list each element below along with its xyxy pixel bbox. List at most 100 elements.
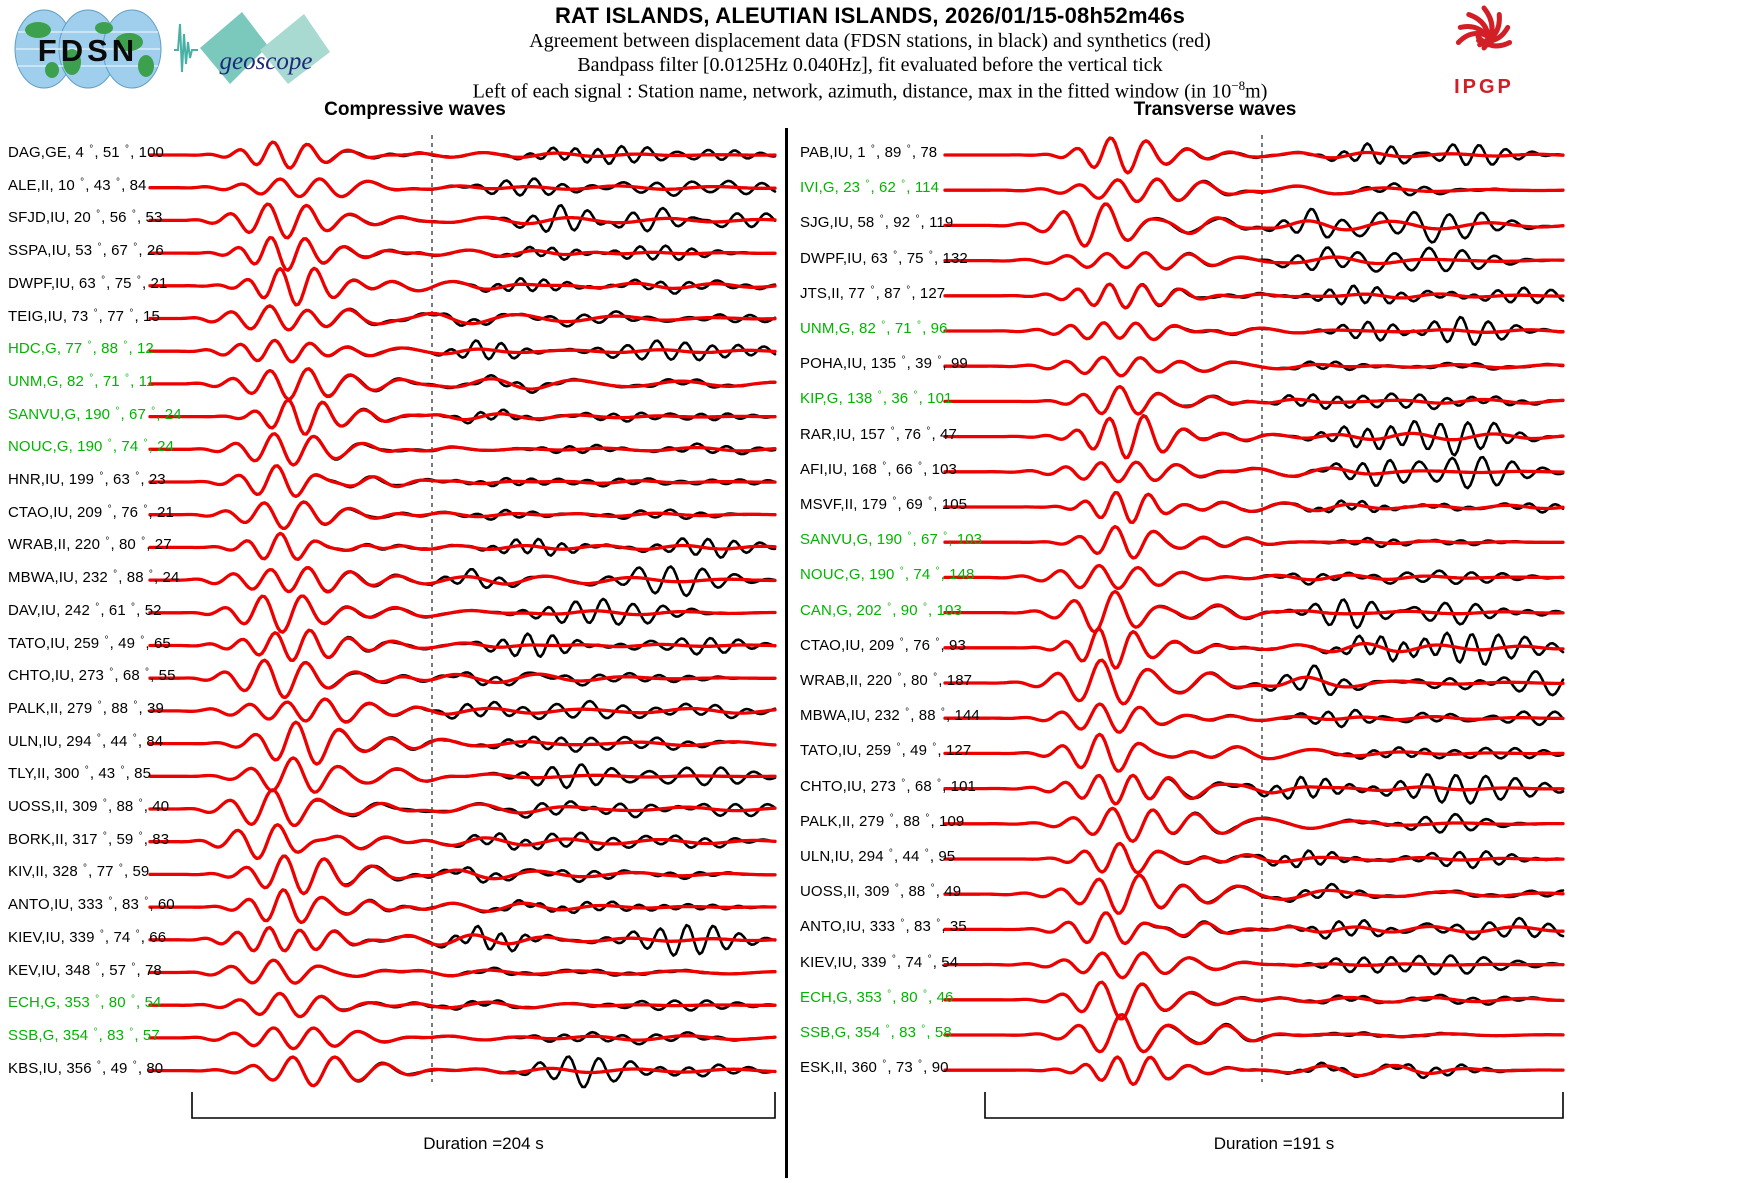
station-label-anto: ANTO,IU, 333 °, 83 °, 60 [8, 896, 175, 914]
degree-symbol: ° [95, 961, 100, 973]
synthetic-trace [148, 1055, 777, 1088]
station-label-nouc: NOUC,G, 190 °, 74 °, 148 [800, 566, 975, 584]
synthetic-trace [148, 304, 777, 332]
degree-symbol: ° [890, 425, 895, 437]
degree-symbol: ° [935, 636, 940, 648]
station-label-chto: CHTO,IU, 273 °, 68 °, 55 [8, 667, 176, 685]
station-label-palk: PALK,II, 279 °, 88 °, 109 [800, 812, 965, 830]
ipgp-logo: IPGP [1454, 5, 1513, 98]
degree-symbol: ° [937, 777, 942, 789]
station-label-unm: UNM,G, 82 °, 71 °, 96 [800, 320, 948, 337]
degree-symbol: ° [131, 961, 136, 973]
station-label-msvf: MSVF,II, 179 °, 69 °, 105 [800, 496, 968, 513]
header: RAT ISLANDS, ALEUTIAN ISLANDS, 2026/01/1… [0, 3, 1740, 104]
geoscope-logo-text: geoscope [219, 48, 312, 75]
station-label-hdc: HDC,G, 77 °, 88 °, 12 [8, 340, 154, 358]
subtitle-legend-prefix: Left of each signal : Station name, netw… [472, 80, 1232, 103]
station-label-poha: POHA,IU, 135 °, 39 °, 99 [800, 355, 968, 373]
seismogram-squiggle-icon [174, 23, 198, 73]
synthetic-trace [148, 236, 777, 272]
degree-symbol: ° [123, 340, 128, 352]
station-label-uln: ULN,IU, 294 °, 44 °, 95 [800, 848, 956, 865]
synthetic-trace [148, 720, 777, 766]
degree-symbol: ° [138, 798, 143, 809]
station-label-afi: AFI,IU, 168 °, 66 °, 103 [800, 460, 958, 478]
station-label-dwpf: DWPF,IU, 63 °, 75 °, 21 [8, 274, 168, 292]
synthetic-trace [148, 888, 777, 925]
degree-symbol: ° [918, 1059, 923, 1071]
waveform-canvas [148, 135, 777, 1119]
synthetic-trace [148, 958, 777, 985]
duration-label-compressive: Duration =204 s [423, 1134, 544, 1153]
degree-symbol: ° [96, 732, 102, 744]
degree-symbol: ° [129, 1026, 134, 1038]
station-label-wrab: WRAB,II, 220 °, 80 °, 187 [800, 672, 973, 689]
degree-symbol: ° [89, 372, 94, 384]
degree-symbol: ° [132, 732, 137, 744]
station-label-ctao: CTAO,IU, 209 °, 76 °, 21 [8, 503, 174, 521]
degree-symbol: ° [102, 830, 107, 842]
station-label-jts: JTS,II, 77 °, 87 °, 127 [800, 284, 946, 302]
synthetic-trace [148, 367, 777, 401]
degree-symbol: ° [932, 742, 937, 754]
degree-symbol: ° [924, 848, 929, 859]
synthetic-trace [943, 177, 1565, 204]
panel-divider-line [785, 128, 788, 1178]
station-label-hnr: HNR,IU, 199 °, 63 °, 23 [8, 471, 166, 488]
station-label-ivi: IVI,G, 23 °, 62 °, 114 [800, 179, 940, 197]
degree-symbol: ° [927, 953, 932, 965]
transverse-panel: Transverse waves Duration =191 s PAB,IU,… [793, 0, 1740, 1183]
degree-symbol: ° [925, 812, 930, 824]
station-label-tly: TLY,II, 300 °, 43 °, 85 [8, 765, 152, 783]
degree-symbol: ° [104, 634, 109, 646]
station-label-teig: TEIG,IU, 73 °, 77 °, 15 [8, 307, 160, 325]
station-label-ssb: SSB,G, 354 °, 83 °, 58 [800, 1024, 952, 1041]
station-label-ssb: SSB,G, 354 °, 83 °, 57 [8, 1026, 160, 1044]
degree-symbol: ° [888, 848, 894, 859]
synthetic-trace [148, 594, 777, 634]
station-label-sspa: SSPA,IU, 53 °, 67 °, 26 [8, 242, 164, 260]
station-label-bork: BORK,II, 317 °, 59 °, 83 [8, 830, 170, 848]
station-label-mbwa: MBWA,IU, 232 °, 88 °, 144 [800, 707, 980, 725]
synthetic-trace [943, 911, 1565, 946]
station-label-pab: PAB,IU, 1 °, 89 °, 78 [800, 144, 938, 161]
subtitle-legend: Left of each signal : Station name, netw… [0, 78, 1740, 104]
synthetic-trace [943, 1055, 1565, 1087]
synthetic-trace [148, 398, 777, 436]
degree-symbol: ° [115, 405, 120, 417]
degree-symbol: ° [921, 1024, 926, 1035]
fdsn-logo-text: FDSN [38, 33, 138, 68]
station-label-dwpf: DWPF,IU, 63 °, 75 °, 132 [800, 249, 968, 267]
synthetic-trace [148, 925, 777, 953]
degree-symbol: ° [84, 765, 89, 777]
synthetic-trace [148, 566, 777, 594]
degree-symbol: ° [901, 355, 906, 367]
degree-symbol: ° [99, 471, 104, 482]
degree-symbol: ° [130, 994, 136, 1006]
station-label-sfjd: SFJD,IU, 20 °, 56 °, 53 [8, 209, 163, 227]
degree-symbol: ° [882, 460, 887, 472]
degree-symbol: ° [125, 144, 130, 155]
degree-symbol: ° [922, 601, 928, 613]
synthetic-trace [148, 628, 777, 663]
synthetic-trace [943, 414, 1565, 460]
synthetic-trace [148, 1026, 777, 1051]
station-label-kiv: KIV,II, 328 °, 77 °, 59 [8, 863, 150, 881]
synthetic-trace [943, 355, 1565, 378]
degree-symbol: ° [926, 425, 931, 437]
degree-symbol: ° [105, 536, 110, 548]
duration-label-transverse: Duration =191 s [1213, 1134, 1335, 1153]
station-label-kiev: KIEV,IU, 339 °, 74 °, 66 [8, 928, 167, 946]
subtitle-legend-exponent: −8 [1231, 78, 1246, 93]
degree-symbol: ° [115, 176, 121, 188]
synthetic-trace [148, 140, 777, 170]
waveform-canvas [943, 135, 1565, 1119]
station-label-palk: PALK,II, 279 °, 88 °, 39 [8, 699, 164, 717]
synthetic-trace [148, 432, 777, 467]
synthetic-trace [943, 951, 1565, 980]
station-label-sanvu: SANVU,G, 190 °, 67 °, 24 [8, 405, 182, 423]
synthetic-trace [943, 732, 1565, 773]
synthetic-trace [943, 460, 1565, 484]
degree-symbol: ° [113, 569, 118, 581]
